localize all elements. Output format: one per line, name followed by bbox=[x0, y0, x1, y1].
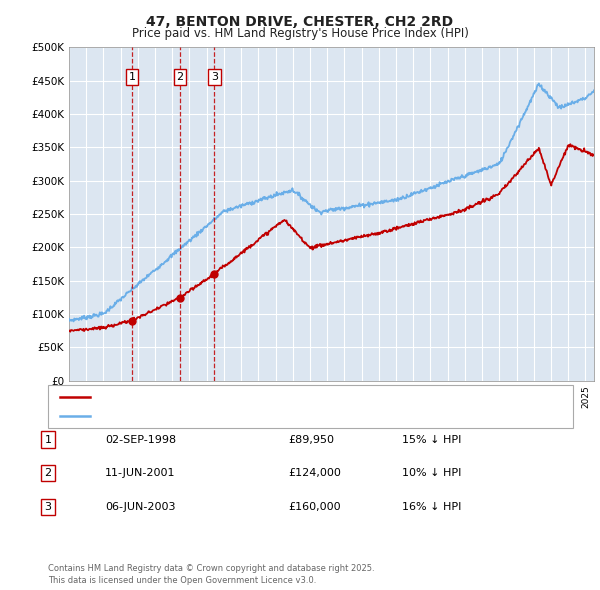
Text: 02-SEP-1998: 02-SEP-1998 bbox=[105, 435, 176, 444]
Text: 3: 3 bbox=[44, 502, 52, 512]
Text: 16% ↓ HPI: 16% ↓ HPI bbox=[402, 502, 461, 512]
Text: HPI: Average price, detached house, Cheshire West and Chester: HPI: Average price, detached house, Ches… bbox=[96, 411, 416, 421]
Text: 1: 1 bbox=[128, 72, 136, 82]
Text: Price paid vs. HM Land Registry's House Price Index (HPI): Price paid vs. HM Land Registry's House … bbox=[131, 27, 469, 40]
Text: Contains HM Land Registry data © Crown copyright and database right 2025.
This d: Contains HM Land Registry data © Crown c… bbox=[48, 565, 374, 585]
Text: £160,000: £160,000 bbox=[288, 502, 341, 512]
Text: 3: 3 bbox=[211, 72, 218, 82]
Text: £89,950: £89,950 bbox=[288, 435, 334, 444]
Text: 47, BENTON DRIVE, CHESTER, CH2 2RD: 47, BENTON DRIVE, CHESTER, CH2 2RD bbox=[146, 15, 454, 29]
Text: 2: 2 bbox=[44, 468, 52, 478]
Text: 1: 1 bbox=[44, 435, 52, 444]
Text: 11-JUN-2001: 11-JUN-2001 bbox=[105, 468, 176, 478]
Text: £124,000: £124,000 bbox=[288, 468, 341, 478]
Text: 2: 2 bbox=[176, 72, 184, 82]
Text: 47, BENTON DRIVE, CHESTER, CH2 2RD (detached house): 47, BENTON DRIVE, CHESTER, CH2 2RD (deta… bbox=[96, 392, 385, 402]
Text: 15% ↓ HPI: 15% ↓ HPI bbox=[402, 435, 461, 444]
Text: 10% ↓ HPI: 10% ↓ HPI bbox=[402, 468, 461, 478]
Text: 06-JUN-2003: 06-JUN-2003 bbox=[105, 502, 176, 512]
